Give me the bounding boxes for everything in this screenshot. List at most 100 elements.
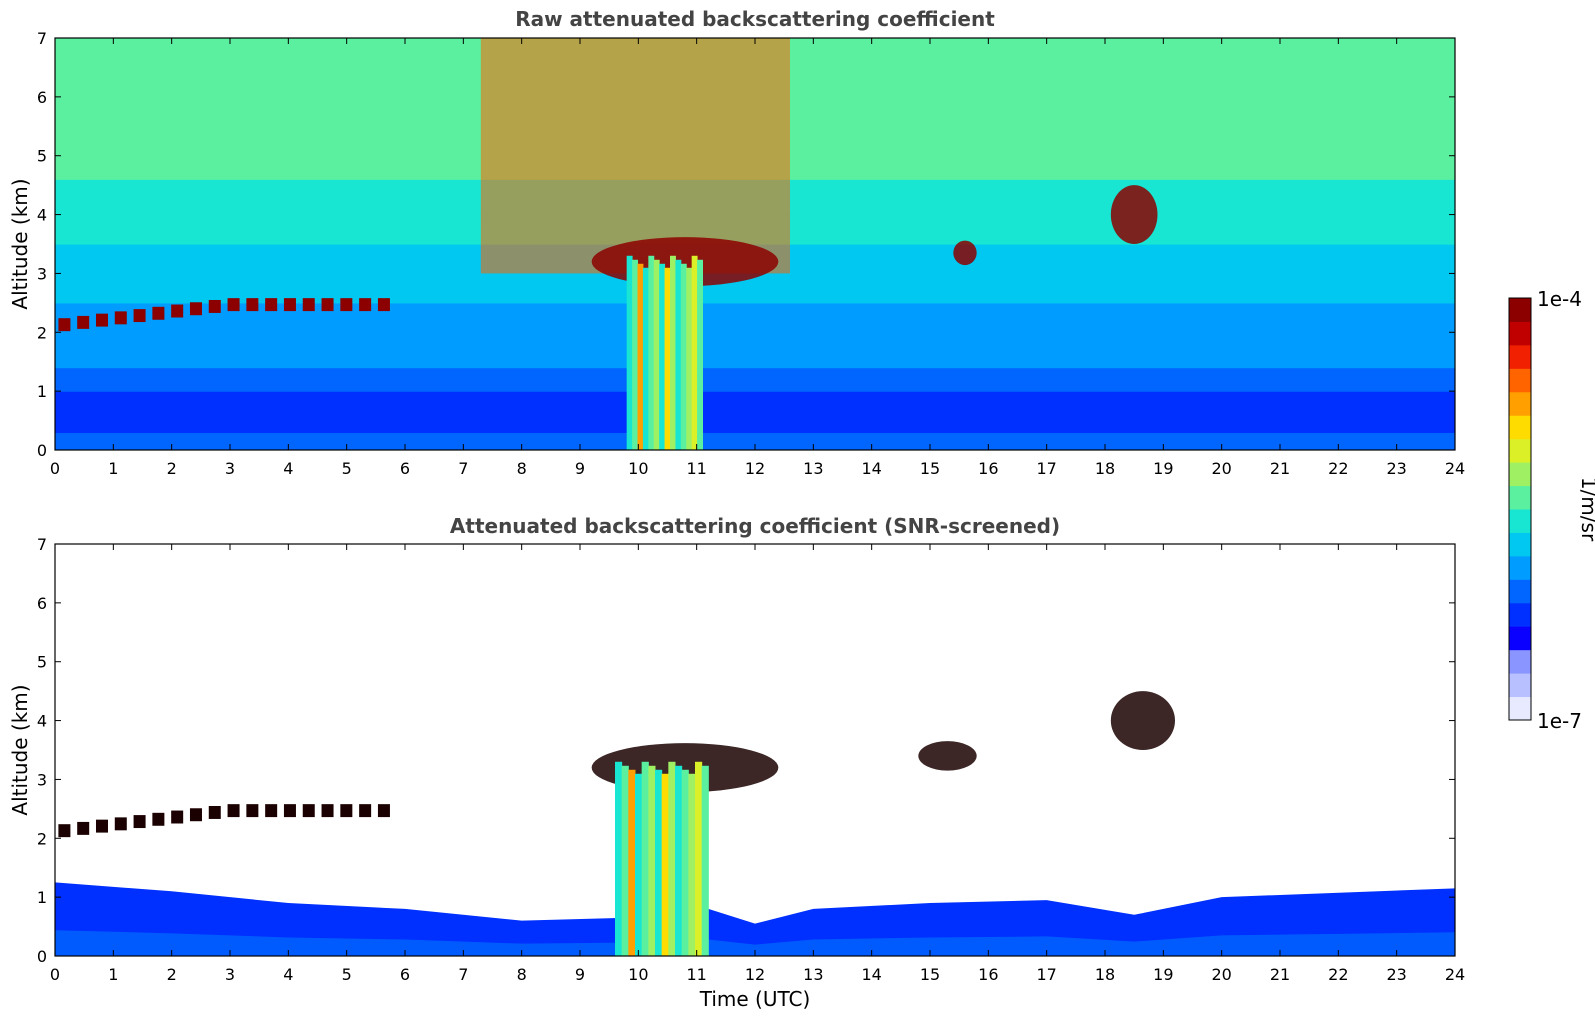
colorbar-step bbox=[1509, 415, 1531, 440]
x-tick-label: 8 bbox=[517, 965, 527, 984]
x-tick-label: 17 bbox=[1036, 965, 1056, 984]
cloud-segment bbox=[359, 804, 372, 818]
x-tick-label: 11 bbox=[686, 965, 706, 984]
cloud-segment bbox=[340, 804, 353, 818]
cloud-segment bbox=[283, 804, 296, 818]
x-tick-label: 19 bbox=[1153, 965, 1173, 984]
precipitation-strip bbox=[675, 765, 683, 956]
colorbar-step bbox=[1509, 626, 1531, 651]
x-tick-label: 2 bbox=[167, 965, 177, 984]
heatmap-band bbox=[55, 432, 1455, 439]
cloud-segment bbox=[321, 298, 334, 312]
screened-plot-frame bbox=[54, 543, 1456, 957]
x-tick-label: 19 bbox=[1153, 459, 1173, 478]
precipitation-strip bbox=[691, 255, 698, 450]
raw-heatmap bbox=[55, 38, 1455, 450]
heatmap-band bbox=[55, 426, 1455, 433]
cloud-segment bbox=[95, 819, 108, 833]
heatmap-band bbox=[55, 373, 1455, 380]
x-tick-label: 2 bbox=[167, 459, 177, 478]
colorbar-unit-label: 1/m/sr bbox=[1577, 477, 1595, 542]
y-tick-label: 1 bbox=[37, 888, 47, 907]
cloud-segment bbox=[95, 313, 108, 327]
heatmap-band bbox=[55, 332, 1455, 339]
heatmap-band bbox=[55, 291, 1455, 298]
x-tick-label: 16 bbox=[978, 965, 998, 984]
colorbar-step bbox=[1509, 696, 1531, 721]
precipitation-strip bbox=[615, 761, 623, 956]
cloud-segment bbox=[208, 299, 221, 313]
heatmap-band bbox=[55, 344, 1455, 351]
y-tick-label: 1 bbox=[37, 382, 47, 401]
precipitation-strip bbox=[635, 773, 643, 956]
heatmap-band bbox=[55, 314, 1455, 322]
colorbar-step bbox=[1509, 555, 1531, 580]
y-tick-label: 0 bbox=[37, 947, 47, 966]
x-tick-label: 18 bbox=[1095, 459, 1115, 478]
x-tick-label: 12 bbox=[745, 965, 765, 984]
heatmap-band bbox=[55, 361, 1455, 369]
raw-y-axis: 0 1 2 3 4 5 6 7 bbox=[37, 29, 1455, 460]
colorbar-step bbox=[1509, 673, 1531, 698]
x-tick-label: 3 bbox=[225, 459, 235, 478]
x-tick-label: 10 bbox=[628, 459, 648, 478]
x-tick-label: 0 bbox=[50, 965, 60, 984]
cloud-feature bbox=[953, 240, 977, 266]
cloud-segment bbox=[77, 315, 90, 329]
colorbar-max-label: 1e-4 bbox=[1537, 287, 1582, 311]
colorbar-step bbox=[1509, 438, 1531, 463]
colorbar-step bbox=[1509, 321, 1531, 346]
x-tick-label: 20 bbox=[1211, 459, 1231, 478]
y-tick-label: 3 bbox=[37, 770, 47, 789]
elevated-noise-region bbox=[480, 38, 790, 274]
x-tick-label: 0 bbox=[50, 459, 60, 478]
precipitation-strip bbox=[686, 267, 693, 450]
colorbar-min-label: 1e-7 bbox=[1537, 709, 1582, 733]
colorbar: 1e-4 1e-7 1/m/sr bbox=[1508, 287, 1595, 733]
y-tick-label: 4 bbox=[37, 712, 47, 731]
y-tick-label: 5 bbox=[37, 653, 47, 672]
cloud-segment bbox=[133, 309, 146, 323]
x-tick-label: 9 bbox=[575, 965, 585, 984]
precipitation-strip bbox=[697, 259, 703, 450]
y-tick-label: 0 bbox=[37, 441, 47, 460]
raw-backscatter-panel: Raw attenuated backscattering coefficien… bbox=[8, 7, 1465, 478]
x-tick-label: 12 bbox=[745, 459, 765, 478]
y-tick-label: 4 bbox=[37, 206, 47, 225]
boundary-layer-area bbox=[55, 882, 1455, 956]
precipitation-strip bbox=[637, 263, 644, 450]
precipitation-strip bbox=[621, 765, 629, 956]
y-tick-label: 2 bbox=[37, 323, 47, 342]
x-tick-label: 5 bbox=[342, 459, 352, 478]
precipitation-strip bbox=[695, 761, 703, 956]
colorbar-frame bbox=[1508, 297, 1532, 721]
y-tick-label: 7 bbox=[37, 29, 47, 48]
x-tick-label: 14 bbox=[861, 965, 881, 984]
precipitation-strip bbox=[659, 263, 666, 450]
cloud-feature bbox=[918, 741, 977, 771]
cloud-feature bbox=[1110, 691, 1175, 750]
colorbar-step bbox=[1509, 579, 1531, 604]
x-tick-label: 18 bbox=[1095, 965, 1115, 984]
cloud-segment bbox=[171, 304, 184, 318]
precipitation-strip bbox=[628, 769, 636, 956]
x-tick-label: 11 bbox=[686, 459, 706, 478]
cloud-segment bbox=[114, 311, 127, 325]
heatmap-band bbox=[55, 391, 1455, 398]
x-tick-label: 7 bbox=[458, 965, 468, 984]
x-tick-label: 3 bbox=[225, 965, 235, 984]
x-tick-label: 13 bbox=[803, 965, 823, 984]
y-tick-label: 5 bbox=[37, 147, 47, 166]
cloud-segment bbox=[77, 821, 90, 835]
heatmap-band bbox=[55, 402, 1455, 410]
heatmap-band bbox=[55, 296, 1455, 304]
precipitation-strip bbox=[670, 255, 676, 450]
cloud-segment bbox=[246, 298, 259, 312]
raw-panel-title: Raw attenuated backscattering coefficien… bbox=[515, 7, 995, 31]
cloud-segment bbox=[283, 298, 296, 312]
cloud-segment bbox=[152, 812, 165, 826]
precipitation-strip bbox=[688, 773, 696, 956]
precipitation-strip bbox=[680, 263, 687, 450]
cloud-segment bbox=[189, 808, 202, 822]
